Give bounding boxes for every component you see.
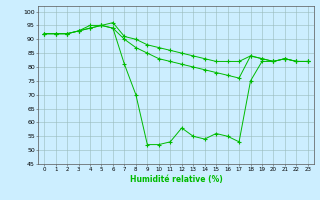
- X-axis label: Humidité relative (%): Humidité relative (%): [130, 175, 222, 184]
